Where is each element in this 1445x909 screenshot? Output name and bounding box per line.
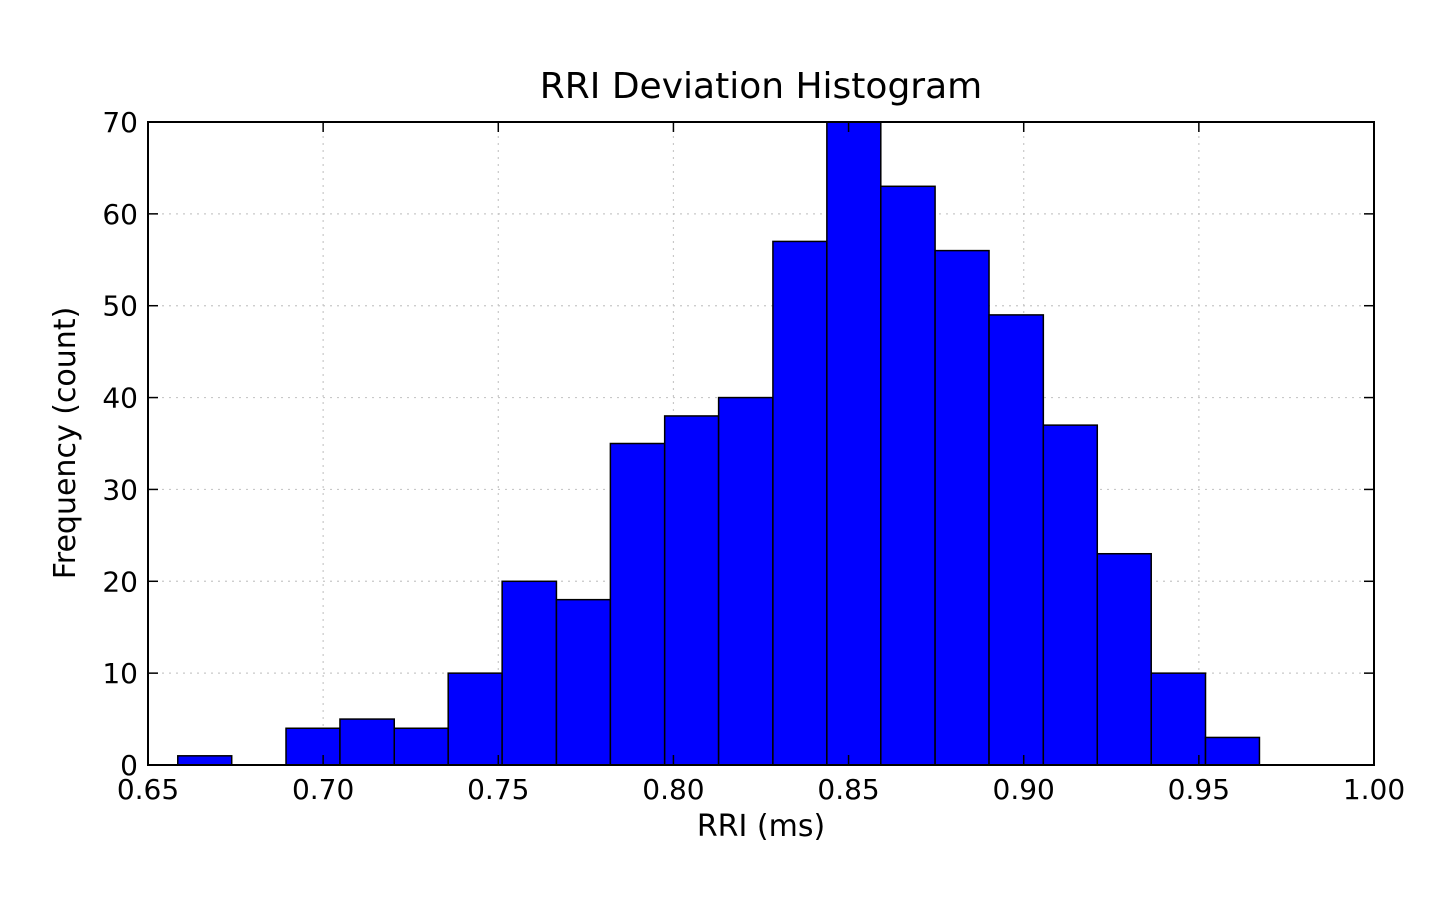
- histogram-bar: [1204, 736, 1261, 766]
- histogram-bar: [447, 672, 503, 766]
- x-tick-label: 0.95: [1168, 773, 1230, 806]
- histogram-bar: [663, 415, 720, 766]
- y-tick-label: 20: [102, 565, 138, 598]
- y-tick-label: 50: [102, 290, 138, 323]
- histogram-bar: [609, 442, 666, 766]
- histogram-bar: [826, 121, 882, 766]
- y-tick-label: 40: [102, 382, 138, 415]
- histogram-bar: [1042, 424, 1099, 766]
- x-tick-labels: 0.65 0.70 0.75 0.80 0.85 0.90 0.95 1.00: [117, 773, 1405, 806]
- histogram-bar: [501, 580, 558, 766]
- y-tick-label: 0: [120, 749, 138, 782]
- y-tick-label: 70: [102, 106, 138, 139]
- x-tick-label: 0.90: [993, 773, 1055, 806]
- histogram-bars: [177, 121, 1261, 766]
- histogram-bar: [555, 598, 612, 766]
- x-axis-label: RRI (ms): [697, 809, 825, 844]
- x-tick-label: 1.00: [1343, 773, 1405, 806]
- x-tick-label: 0.70: [292, 773, 354, 806]
- histogram-bar: [934, 249, 990, 766]
- x-tick-label: 0.85: [817, 773, 879, 806]
- histogram-bar: [339, 718, 396, 766]
- grid-lines: [148, 122, 1374, 765]
- x-tick-label: 0.80: [642, 773, 704, 806]
- plot-area-frame: [147, 121, 1375, 766]
- y-tick-label: 30: [102, 473, 138, 506]
- histogram-bar: [717, 396, 774, 766]
- histogram-bar: [1150, 672, 1207, 766]
- histogram-bar: [772, 240, 828, 766]
- chart-title: RRI Deviation Histogram: [540, 66, 982, 107]
- histogram-bar: [880, 185, 936, 766]
- x-tick-label: 0.75: [467, 773, 529, 806]
- histogram-bar: [285, 727, 341, 766]
- y-axis-label: Frequency (count): [48, 307, 83, 580]
- axis-ticks: [147, 121, 1375, 766]
- y-tick-labels: 0 10 20 30 40 50 60 70: [102, 106, 138, 782]
- y-tick-label: 60: [102, 198, 138, 231]
- histogram-bar: [1096, 552, 1152, 766]
- x-tick-label: 0.65: [117, 773, 179, 806]
- histogram-bar: [988, 314, 1045, 766]
- histogram-bar: [393, 727, 449, 766]
- histogram-bar: [177, 755, 233, 766]
- y-tick-label: 10: [102, 657, 138, 690]
